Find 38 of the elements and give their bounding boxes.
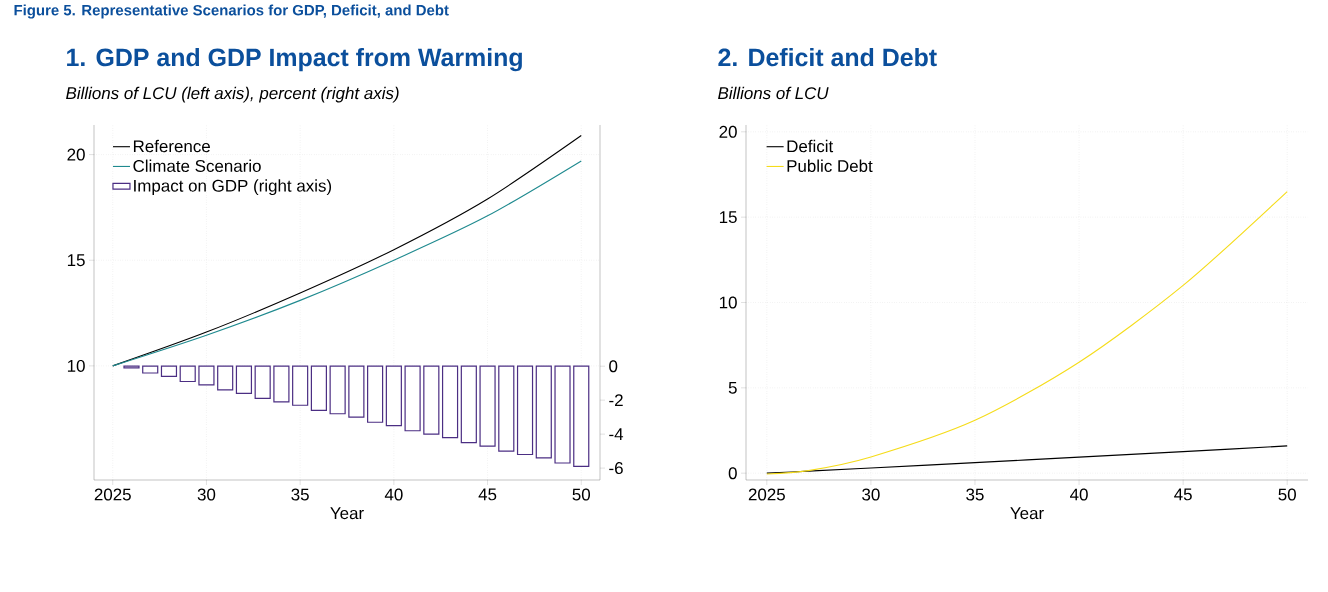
y-tick-label: 20 — [67, 148, 85, 161]
x-tick-label: 30 — [862, 488, 880, 501]
x-tick-label: 50 — [572, 488, 591, 501]
x-axis-title: Year — [1010, 507, 1044, 520]
legend-label: Public Debt — [787, 159, 873, 173]
x-tick-label: 2025 — [748, 488, 785, 501]
y-tick-label: 0 — [728, 467, 737, 480]
x-tick-label: 45 — [1174, 488, 1192, 501]
legend-label: Climate Scenario — [133, 159, 261, 173]
y-tick-label: 20 — [719, 125, 737, 138]
x-tick-label: 40 — [384, 488, 403, 501]
x-tick-label: 2025 — [94, 488, 131, 501]
chart-title: 1. GDP and GDP Impact from Warming — [67, 47, 522, 72]
y-tick-label: 10 — [67, 359, 85, 372]
line-series — [766, 445, 1288, 474]
x-tick-label: 45 — [478, 488, 497, 501]
x-tick-label: 35 — [966, 488, 984, 501]
y2-tick-label: 0 — [609, 360, 618, 373]
x-tick-label: 35 — [291, 488, 309, 501]
y-tick-label: 10 — [719, 296, 737, 309]
y-tick-label: 5 — [728, 381, 737, 394]
caption: Figure 5. Representative Scenarios for GDP, Deficit, and Debt — [14, 4, 449, 19]
y2-tick-label: -2 — [609, 394, 623, 407]
legend-label: Deficit — [787, 139, 834, 153]
y-tick-label: 15 — [719, 211, 737, 224]
line-series — [766, 191, 1288, 475]
chart-title: 2. Deficit and Debt — [718, 47, 937, 67]
legend-label: Impact on GDP (right axis) — [134, 179, 332, 196]
chart-subtitle: Billions of LCU — [718, 86, 829, 100]
x-axis-title: Year — [330, 507, 364, 520]
y-tick-label: 15 — [67, 254, 85, 267]
y2-tick-label: -4 — [609, 428, 624, 440]
legend-label: Reference — [133, 139, 210, 153]
x-tick-label: 50 — [1278, 488, 1296, 501]
chart-subtitle: Billions of LCU (left axis), percent (right axis) — [66, 86, 399, 103]
y2-tick-label: -6 — [609, 462, 623, 475]
x-tick-label: 40 — [1070, 488, 1088, 501]
x-tick-label: 30 — [197, 488, 216, 501]
